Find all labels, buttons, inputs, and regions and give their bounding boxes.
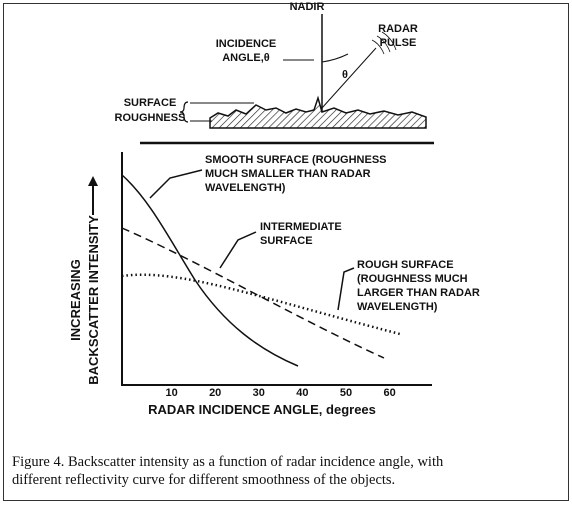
graph: INCREASING BACKSCATTER INTENSITY RADAR I…: [68, 152, 480, 417]
y-axis-title: BACKSCATTER INTENSITY: [86, 215, 101, 385]
x-tick-label: 40: [296, 387, 308, 399]
label: ANGLE,θ: [222, 52, 270, 64]
curve-label: WAVELENGTH): [357, 301, 438, 313]
label: θ: [342, 69, 348, 81]
x-tick-label: 30: [253, 387, 265, 399]
label: PULSE: [380, 37, 417, 49]
curve-label: INTERMEDIATE: [260, 221, 342, 233]
illustration: NADIR RADAR PULSE INCIDENCE ANGLE,θ θ SU…: [115, 1, 434, 143]
label: INCIDENCE: [216, 38, 277, 50]
x-axis-title: RADAR INCIDENCE ANGLE, degrees: [148, 402, 376, 417]
curve-label: ROUGH SURFACE: [357, 259, 454, 271]
leader: [338, 268, 354, 310]
label: SURFACE: [124, 97, 177, 109]
x-tick-label: 60: [383, 387, 395, 399]
x-tick-label: 10: [165, 387, 177, 399]
angle-arc: [322, 54, 348, 62]
radar-ray: [322, 48, 376, 108]
curve-label: MUCH SMALLER THAN RADAR: [205, 168, 371, 180]
label: NADIR: [290, 1, 325, 13]
leader: [150, 170, 202, 198]
x-tick-label: 20: [209, 387, 221, 399]
curve-label: SMOOTH SURFACE (ROUGHNESS: [205, 154, 387, 166]
arrow-head: [88, 176, 98, 186]
caption: Figure 4. Backscatter intensity as a fun…: [12, 454, 444, 470]
curve-label: SURFACE: [260, 235, 313, 247]
y-axis-title: INCREASING: [68, 259, 83, 341]
figure: NADIR RADAR PULSE INCIDENCE ANGLE,θ θ SU…: [0, 0, 572, 504]
curve-label: (ROUGHNESS MUCH: [357, 273, 468, 285]
label: RADAR: [378, 23, 418, 35]
intermediate-curve: [122, 228, 384, 358]
label: ROUGHNESS: [115, 112, 186, 124]
leader: [220, 232, 256, 268]
x-tick-label: 50: [340, 387, 352, 399]
caption: different reflectivity curve for differe…: [12, 472, 395, 488]
x-ticks: 10 20 30 40 50 60: [165, 387, 395, 399]
curve-label: WAVELENGTH): [205, 182, 286, 194]
curve-label: LARGER THAN RADAR: [357, 287, 480, 299]
